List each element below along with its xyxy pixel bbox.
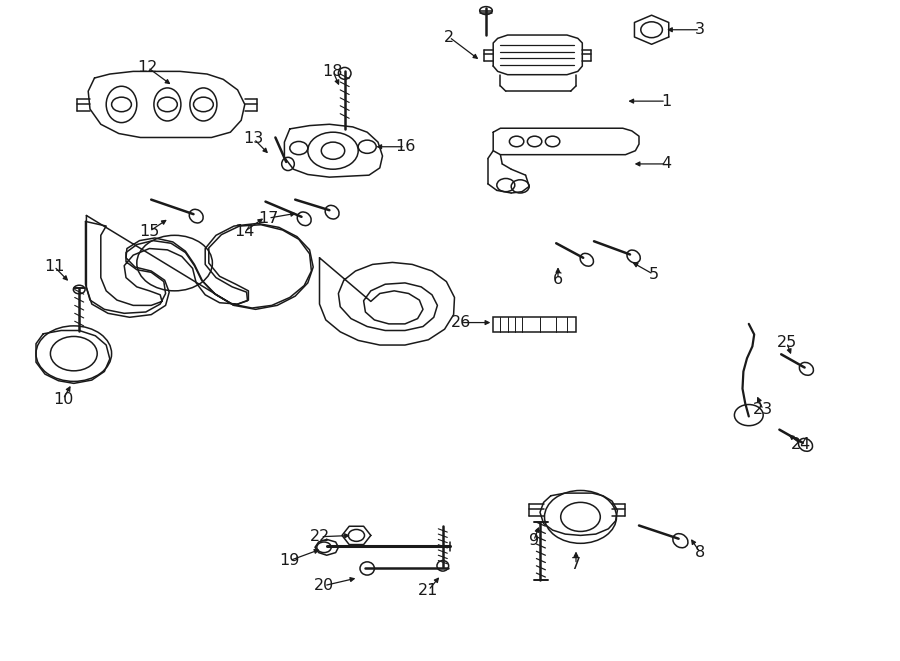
Bar (493, 317, 576, 332)
Text: 13: 13 (244, 132, 264, 146)
Text: 9: 9 (528, 533, 539, 548)
Text: 8: 8 (695, 545, 706, 560)
Text: 3: 3 (695, 22, 706, 37)
Text: 15: 15 (140, 224, 159, 239)
Text: 6: 6 (553, 272, 563, 287)
Text: 17: 17 (258, 211, 278, 225)
Text: 24: 24 (791, 437, 811, 451)
Text: 26: 26 (451, 315, 471, 330)
Text: 2: 2 (444, 30, 454, 44)
Text: 20: 20 (314, 578, 334, 593)
Text: 12: 12 (138, 60, 157, 75)
Text: 25: 25 (777, 335, 797, 350)
Text: 11: 11 (44, 259, 64, 274)
Text: 10: 10 (53, 392, 73, 407)
Text: 16: 16 (395, 139, 415, 154)
Text: 7: 7 (571, 557, 581, 572)
Text: 19: 19 (280, 553, 300, 568)
Text: 4: 4 (661, 157, 671, 171)
Text: 14: 14 (235, 224, 255, 239)
Text: 18: 18 (323, 64, 343, 79)
Text: 21: 21 (418, 583, 438, 598)
Text: 5: 5 (648, 267, 659, 282)
Text: 1: 1 (661, 94, 671, 108)
Text: 23: 23 (753, 403, 773, 417)
Text: 22: 22 (310, 529, 330, 544)
